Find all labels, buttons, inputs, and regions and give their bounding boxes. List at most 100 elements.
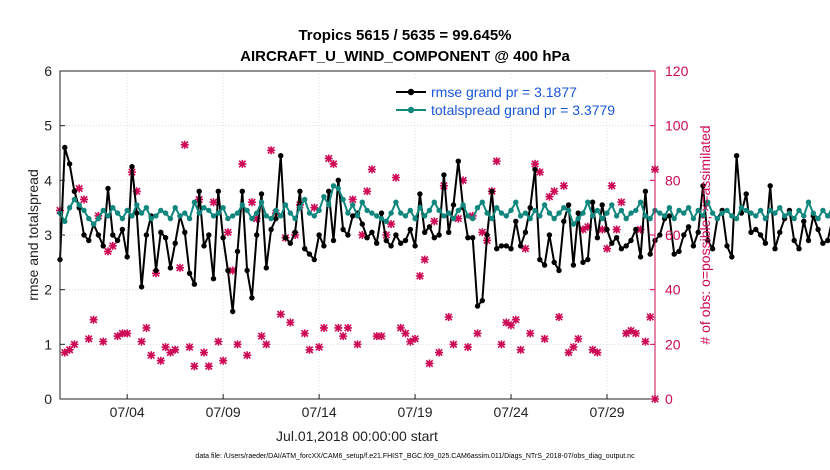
series-point-1 bbox=[825, 213, 830, 219]
obs-marker bbox=[478, 228, 487, 237]
legend: rmse grand pr = 3.1877 totalspread grand… bbox=[392, 80, 650, 120]
series-point-1 bbox=[62, 218, 68, 224]
series-point-0 bbox=[345, 232, 351, 238]
y-right-tick-label: 40 bbox=[665, 282, 681, 298]
x-axis-label: Jul.01,2018 00:00:00 start bbox=[276, 428, 438, 444]
series-point-0 bbox=[230, 308, 236, 315]
obs-marker bbox=[631, 329, 640, 338]
obs-marker bbox=[574, 334, 583, 343]
obs-marker bbox=[276, 310, 285, 319]
series-point-1 bbox=[114, 210, 121, 216]
series-point-0 bbox=[254, 232, 260, 238]
y-right-tick-label: 120 bbox=[665, 63, 689, 79]
series-point-0 bbox=[604, 226, 610, 233]
series-point-1 bbox=[268, 215, 274, 222]
obs-marker bbox=[531, 159, 540, 168]
series-point-1 bbox=[642, 213, 649, 219]
obs-marker bbox=[516, 345, 525, 354]
series-point-1 bbox=[220, 205, 226, 211]
series-point-0 bbox=[599, 202, 605, 208]
series-point-1 bbox=[124, 207, 130, 214]
series-point-1 bbox=[786, 210, 793, 216]
series-point-1 bbox=[671, 215, 677, 222]
series-point-1 bbox=[86, 215, 92, 222]
obs-marker bbox=[444, 313, 453, 321]
series-point-0 bbox=[657, 232, 663, 238]
y-tick-label: 3 bbox=[44, 227, 52, 243]
series-point-1 bbox=[340, 196, 346, 203]
series-point-1 bbox=[158, 207, 164, 214]
series-point-0 bbox=[470, 235, 476, 241]
series-point-1 bbox=[633, 207, 639, 214]
obs-marker bbox=[267, 146, 276, 155]
series-point-0 bbox=[292, 229, 298, 235]
series-point-0 bbox=[326, 188, 332, 194]
series-point-1 bbox=[412, 215, 418, 222]
series-point-0 bbox=[796, 246, 802, 252]
x-tick-label: 07/19 bbox=[398, 404, 433, 420]
series-point-0 bbox=[517, 243, 524, 249]
series-point-0 bbox=[820, 240, 826, 246]
obs-marker bbox=[180, 140, 189, 149]
series-point-0 bbox=[422, 229, 428, 235]
series-point-1 bbox=[249, 215, 255, 222]
obs-marker bbox=[598, 225, 607, 234]
series-point-0 bbox=[201, 243, 207, 249]
series-point-1 bbox=[95, 215, 102, 222]
series-point-1 bbox=[446, 210, 452, 216]
series-point-0 bbox=[215, 188, 221, 194]
obs-marker bbox=[550, 187, 559, 196]
series-point-0 bbox=[695, 229, 701, 235]
series-point-1 bbox=[148, 215, 154, 222]
obs-marker bbox=[449, 340, 458, 349]
series-point-0 bbox=[613, 235, 620, 241]
series-point-1 bbox=[162, 210, 169, 216]
series-point-0 bbox=[815, 226, 821, 233]
series-point-1 bbox=[292, 215, 298, 222]
y-tick-label: 2 bbox=[44, 282, 52, 298]
series-point-0 bbox=[633, 226, 639, 233]
series-point-0 bbox=[527, 205, 533, 211]
x-axis-ticks: 07/04 07/09 07/14 07/19 07/24 07/29 bbox=[110, 394, 625, 420]
series-point-0 bbox=[335, 177, 341, 183]
series-point-1 bbox=[436, 207, 442, 214]
obs-marker bbox=[353, 340, 362, 349]
obs-marker bbox=[473, 329, 482, 338]
y-right-tick-label: 80 bbox=[665, 172, 681, 188]
chart-subtitle: AIRCRAFT_U_WIND_COMPONENT @ 400 hPa bbox=[240, 48, 570, 65]
series-layer bbox=[57, 144, 830, 315]
series-point-0 bbox=[138, 284, 145, 290]
obs-marker bbox=[348, 195, 357, 204]
series-point-0 bbox=[628, 237, 634, 244]
series-point-1 bbox=[820, 207, 826, 214]
x-tick-label: 07/29 bbox=[589, 404, 624, 420]
series-point-0 bbox=[268, 226, 274, 233]
series-point-1 bbox=[263, 213, 269, 219]
series-point-1 bbox=[426, 207, 433, 214]
series-point-0 bbox=[733, 153, 740, 159]
obs-marker bbox=[583, 222, 592, 231]
obs-marker bbox=[564, 348, 573, 357]
series-point-1 bbox=[110, 205, 116, 211]
series-point-0 bbox=[431, 235, 437, 241]
series-point-0 bbox=[369, 229, 375, 235]
series-point-1 bbox=[599, 215, 605, 222]
series-point-1 bbox=[513, 199, 519, 205]
series-point-1 bbox=[695, 207, 701, 214]
series-point-1 bbox=[196, 210, 202, 216]
series-point-0 bbox=[129, 164, 135, 170]
series-point-1 bbox=[791, 215, 797, 222]
series-point-1 bbox=[335, 185, 341, 192]
series-point-1 bbox=[402, 213, 409, 219]
series-point-1 bbox=[661, 213, 668, 219]
x-tick-label: 07/04 bbox=[110, 404, 145, 420]
series-point-0 bbox=[143, 232, 150, 238]
series-point-0 bbox=[81, 232, 87, 238]
y-tick-label: 4 bbox=[44, 172, 52, 188]
obs-marker bbox=[540, 334, 549, 343]
series-point-0 bbox=[225, 267, 231, 274]
series-point-1 bbox=[359, 199, 365, 205]
obs-marker bbox=[636, 225, 645, 234]
series-point-1 bbox=[330, 183, 337, 189]
